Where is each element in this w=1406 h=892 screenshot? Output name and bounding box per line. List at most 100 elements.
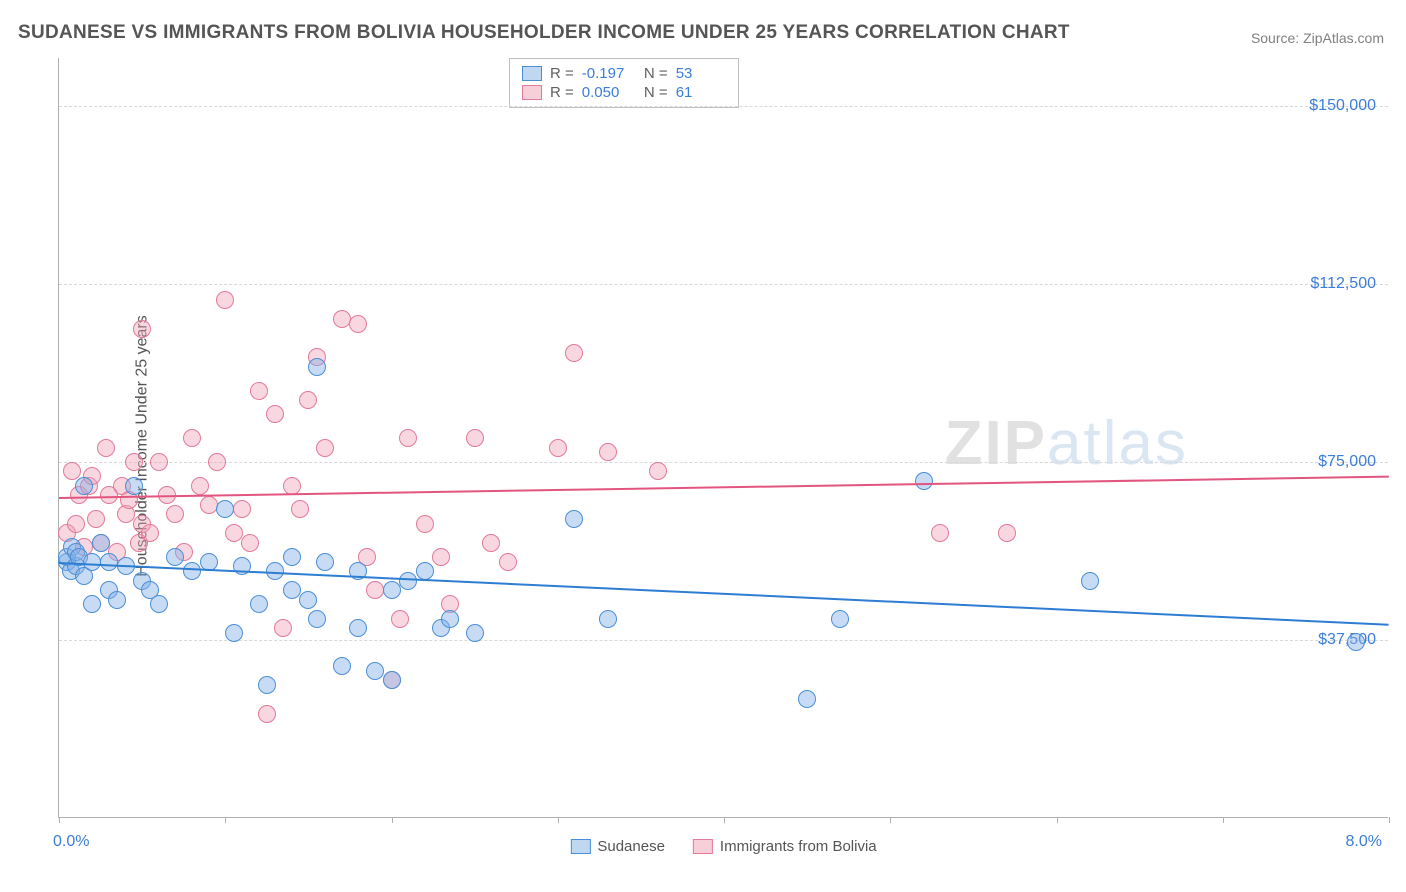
x-tick-mark <box>392 817 393 823</box>
scatter-point <box>798 690 816 708</box>
scatter-point <box>333 657 351 675</box>
scatter-point <box>599 610 617 628</box>
scatter-point <box>308 358 326 376</box>
x-tick-mark <box>1223 817 1224 823</box>
x-tick-mark <box>1057 817 1058 823</box>
swatch-pink-icon <box>522 85 542 100</box>
scatter-point <box>241 534 259 552</box>
legend-swatch-blue-icon <box>570 839 590 854</box>
gridline-horizontal <box>59 106 1388 107</box>
bottom-legend: Sudanese Immigrants from Bolivia <box>570 838 876 855</box>
scatter-point <box>831 610 849 628</box>
x-tick-mark <box>558 817 559 823</box>
scatter-point <box>366 581 384 599</box>
source-attribution: Source: ZipAtlas.com <box>1251 30 1384 46</box>
scatter-point <box>166 505 184 523</box>
scatter-point <box>108 591 126 609</box>
scatter-point <box>366 662 384 680</box>
scatter-point <box>599 443 617 461</box>
scatter-point <box>466 624 484 642</box>
watermark: ZIPatlas <box>945 408 1188 479</box>
scatter-point <box>1081 572 1099 590</box>
scatter-point <box>1347 633 1365 651</box>
scatter-point <box>399 429 417 447</box>
scatter-point <box>87 510 105 528</box>
scatter-point <box>299 391 317 409</box>
scatter-point <box>141 524 159 542</box>
r-value-sudanese: -0.197 <box>582 65 632 82</box>
correlation-stats-box: R = -0.197 N = 53 R = 0.050 N = 61 <box>509 58 739 108</box>
swatch-blue-icon <box>522 66 542 81</box>
scatter-point <box>150 453 168 471</box>
scatter-point <box>83 553 101 571</box>
legend-label-sudanese: Sudanese <box>597 838 665 855</box>
scatter-point <box>225 524 243 542</box>
scatter-point <box>441 610 459 628</box>
gridline-horizontal <box>59 462 1388 463</box>
scatter-point <box>250 595 268 613</box>
scatter-point <box>416 562 434 580</box>
scatter-point <box>100 553 118 571</box>
scatter-point <box>200 496 218 514</box>
scatter-point <box>565 344 583 362</box>
r-label: R = <box>550 65 574 82</box>
scatter-point <box>150 595 168 613</box>
x-tick-mark <box>59 817 60 823</box>
scatter-point <box>258 676 276 694</box>
scatter-point <box>308 610 326 628</box>
scatter-point <box>283 477 301 495</box>
x-tick-mark <box>890 817 891 823</box>
scatter-point <box>391 610 409 628</box>
scatter-point <box>191 477 209 495</box>
stats-row-sudanese: R = -0.197 N = 53 <box>522 64 726 83</box>
scatter-point <box>349 315 367 333</box>
trend-line <box>59 562 1389 626</box>
scatter-point <box>283 548 301 566</box>
scatter-point <box>416 515 434 533</box>
scatter-point <box>466 429 484 447</box>
scatter-point <box>233 500 251 518</box>
scatter-point <box>383 581 401 599</box>
x-tick-mark <box>724 817 725 823</box>
gridline-horizontal <box>59 640 1388 641</box>
stats-row-bolivia: R = 0.050 N = 61 <box>522 83 726 102</box>
scatter-point <box>432 548 450 566</box>
scatter-point <box>216 500 234 518</box>
scatter-point <box>333 310 351 328</box>
scatter-point <box>125 453 143 471</box>
scatter-point <box>549 439 567 457</box>
scatter-point <box>258 705 276 723</box>
scatter-point <box>998 524 1016 542</box>
watermark-part2: atlas <box>1047 409 1188 478</box>
scatter-point <box>83 595 101 613</box>
scatter-point <box>67 515 85 533</box>
scatter-point <box>166 548 184 566</box>
scatter-point <box>208 453 226 471</box>
y-tick-label: $75,000 <box>1318 453 1376 471</box>
n-value-sudanese: 53 <box>676 65 726 82</box>
x-tick-mark <box>225 817 226 823</box>
scatter-point <box>316 439 334 457</box>
scatter-point <box>349 619 367 637</box>
r-label: R = <box>550 84 574 101</box>
chart-title: SUDANESE VS IMMIGRANTS FROM BOLIVIA HOUS… <box>18 22 1070 44</box>
scatter-point <box>225 624 243 642</box>
legend-label-bolivia: Immigrants from Bolivia <box>720 838 877 855</box>
x-tick-mark <box>1389 817 1390 823</box>
scatter-point <box>915 472 933 490</box>
legend-item-bolivia: Immigrants from Bolivia <box>693 838 877 855</box>
scatter-point <box>183 562 201 580</box>
scatter-point <box>482 534 500 552</box>
y-tick-label: $150,000 <box>1309 97 1376 115</box>
gridline-horizontal <box>59 284 1388 285</box>
scatter-point <box>283 581 301 599</box>
scatter-point <box>125 477 143 495</box>
scatter-point <box>931 524 949 542</box>
x-tick-label: 0.0% <box>53 833 89 851</box>
x-tick-label: 8.0% <box>1346 833 1382 851</box>
n-label: N = <box>640 65 668 82</box>
scatter-point <box>216 291 234 309</box>
watermark-part1: ZIP <box>945 409 1047 478</box>
y-tick-label: $112,500 <box>1310 275 1376 293</box>
scatter-point <box>133 320 151 338</box>
